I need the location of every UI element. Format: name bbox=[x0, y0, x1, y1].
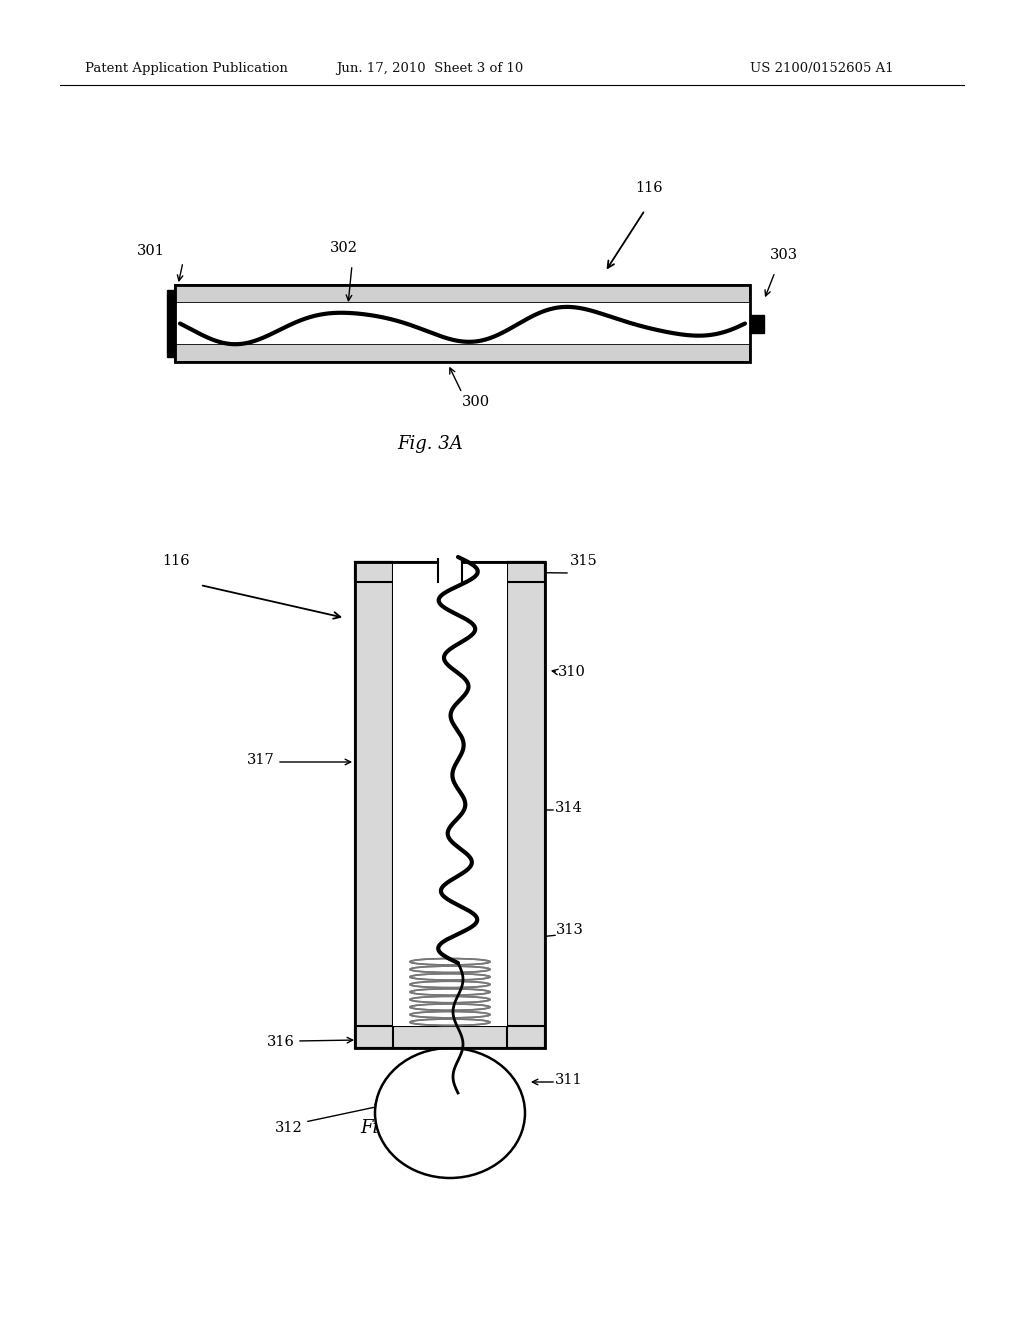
Bar bbox=[175, 345, 750, 362]
Bar bbox=[393, 560, 507, 1026]
Text: 313: 313 bbox=[556, 923, 584, 937]
Text: Jun. 17, 2010  Sheet 3 of 10: Jun. 17, 2010 Sheet 3 of 10 bbox=[336, 62, 523, 75]
Text: 311: 311 bbox=[555, 1073, 583, 1086]
Bar bbox=[355, 562, 393, 1048]
Bar bbox=[355, 1026, 545, 1048]
Bar bbox=[167, 290, 175, 356]
Bar bbox=[355, 562, 545, 1048]
Bar bbox=[355, 562, 393, 1048]
Text: 303: 303 bbox=[770, 248, 798, 261]
Bar bbox=[438, 557, 462, 582]
Bar bbox=[507, 562, 545, 1048]
Text: Fig. 3B: Fig. 3B bbox=[360, 1119, 426, 1137]
Ellipse shape bbox=[375, 1048, 525, 1177]
Bar bbox=[507, 562, 545, 1048]
Text: 116: 116 bbox=[635, 181, 663, 195]
Bar bbox=[175, 304, 750, 345]
Bar bbox=[175, 285, 750, 362]
Bar bbox=[393, 958, 507, 1026]
Text: Patent Application Publication: Patent Application Publication bbox=[85, 62, 288, 75]
Text: 317: 317 bbox=[247, 752, 275, 767]
Text: 314: 314 bbox=[555, 801, 583, 814]
Text: 116: 116 bbox=[162, 554, 189, 568]
Bar bbox=[355, 562, 545, 582]
Bar bbox=[355, 562, 545, 582]
Text: 302: 302 bbox=[330, 242, 358, 255]
Text: 301: 301 bbox=[137, 244, 165, 257]
Text: Fig. 3A: Fig. 3A bbox=[397, 436, 463, 453]
Bar bbox=[175, 345, 750, 362]
Text: US 2100/0152605 A1: US 2100/0152605 A1 bbox=[750, 62, 894, 75]
Text: 316: 316 bbox=[267, 1035, 295, 1049]
Bar bbox=[750, 314, 764, 333]
Bar bbox=[355, 1026, 545, 1048]
Bar bbox=[175, 285, 750, 304]
Bar bbox=[175, 285, 750, 304]
Text: 315: 315 bbox=[570, 554, 598, 568]
Text: 310: 310 bbox=[558, 665, 586, 678]
Text: 300: 300 bbox=[462, 395, 490, 409]
Text: 312: 312 bbox=[275, 1121, 303, 1135]
